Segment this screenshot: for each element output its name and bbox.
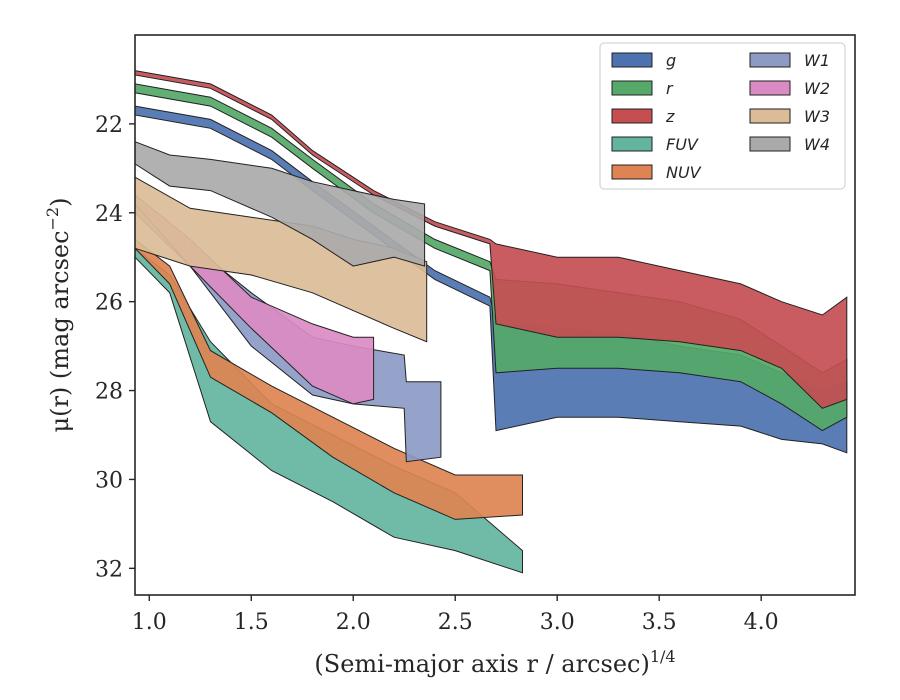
y-axis-title: μ(r) (mag arcsec−2): [43, 198, 74, 433]
legend-swatch-w4: [749, 136, 791, 152]
legend: grz FUV NUV W1 W2 W3 W4: [599, 42, 846, 190]
x-tick-label: 3.5: [642, 610, 677, 635]
x-tick-label: 3.0: [540, 610, 575, 635]
legend-label-nuv: NUV: [666, 163, 702, 182]
y-tick-label: 32: [95, 557, 123, 582]
band-nuv: [134, 238, 523, 520]
x-axis-title: (Semi-major axis r / arcsec)1/4: [314, 647, 675, 678]
y-axis: 22 24 26 28 30 32: [95, 113, 135, 582]
legend-label-w2: W2: [804, 79, 830, 98]
legend-swatch-w3: [749, 108, 791, 124]
legend-swatch-nuv: [611, 164, 653, 180]
y-tick-label: 28: [95, 380, 123, 405]
legend-label-r: r: [666, 79, 674, 98]
x-tick-label: 1.0: [132, 610, 167, 635]
band-w4: [134, 140, 426, 267]
x-tick-label: 1.5: [234, 610, 269, 635]
legend-swatch-g: [611, 52, 653, 68]
y-tick-label: 22: [95, 113, 123, 138]
y-axis-title-superscript: −2: [43, 207, 62, 231]
band-w3: [134, 176, 428, 343]
legend-label-w1: W1: [804, 51, 830, 70]
y-axis-title-close: ): [46, 198, 74, 207]
legend-frame: [599, 42, 846, 190]
plot-frame: [134, 34, 856, 596]
legend-swatch-fuv: [611, 136, 653, 152]
legend-label-w4: W4: [804, 135, 830, 154]
legend-swatch-z: [611, 108, 653, 124]
y-tick-label: 24: [95, 202, 123, 227]
legend-label-g: g: [666, 51, 676, 70]
series-layer: [134, 70, 848, 574]
legend-swatch-r: [611, 80, 653, 96]
x-tick-label: 2.0: [336, 610, 371, 635]
y-tick-label: 30: [95, 468, 123, 493]
legend-label-fuv: FUV: [666, 135, 699, 154]
x-axis: 1.0 1.5 2.0 2.5 3.0 3.5 4.0: [132, 595, 779, 635]
x-tick-label: 2.5: [438, 610, 473, 635]
x-tick-label: 4.0: [744, 610, 779, 635]
x-axis-title-superscript: 1/4: [650, 647, 676, 666]
legend-swatch-w1: [749, 52, 791, 68]
legend-swatch-w2: [749, 80, 791, 96]
legend-label-w3: W3: [804, 107, 830, 126]
y-tick-label: 26: [95, 291, 123, 316]
legend-label-z: z: [665, 107, 675, 126]
